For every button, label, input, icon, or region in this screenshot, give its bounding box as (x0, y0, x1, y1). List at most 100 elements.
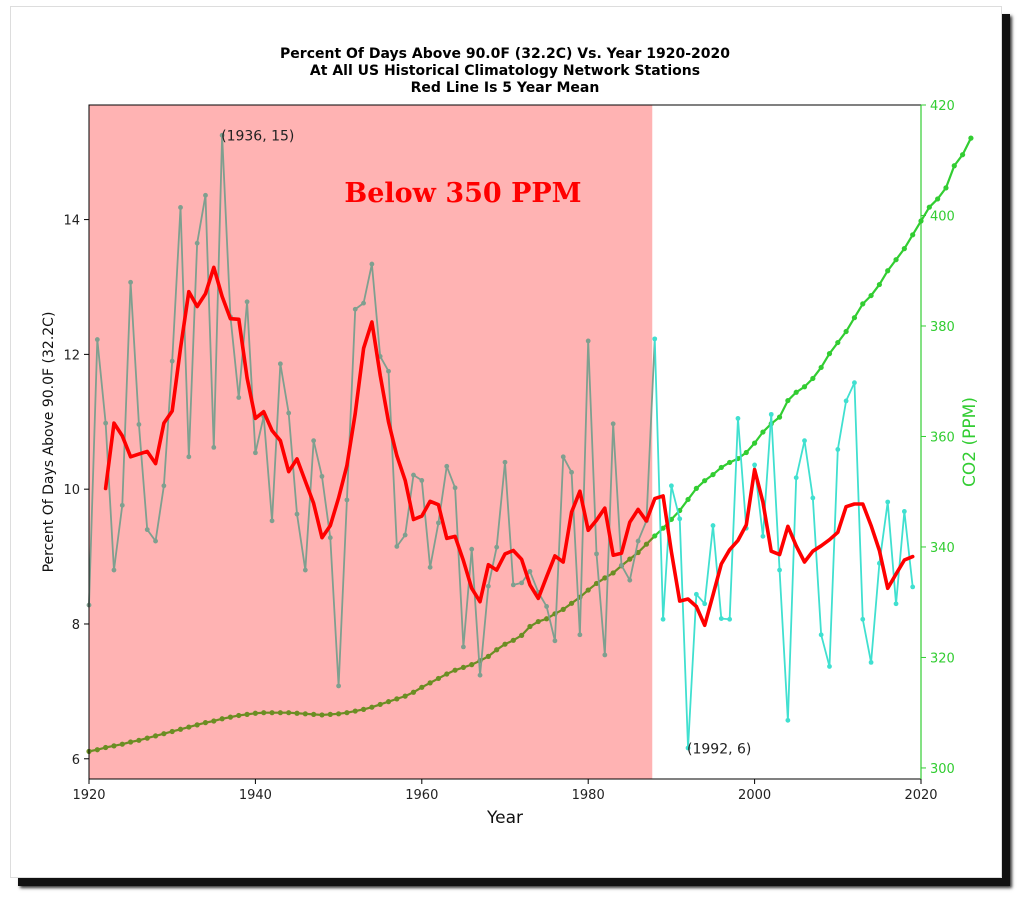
co2-point (885, 268, 891, 274)
percent-segment (645, 337, 656, 522)
percent-point (369, 261, 375, 267)
co2-point (294, 710, 300, 716)
co2-point (876, 281, 883, 288)
percent-segment (104, 422, 115, 571)
percent-point (594, 551, 599, 557)
percent-point (419, 478, 425, 483)
percent-point (660, 616, 666, 622)
co2-point (702, 478, 708, 484)
percent-segment (811, 497, 823, 636)
co2-point (502, 641, 508, 647)
co2-point (352, 708, 358, 714)
percent-segment (370, 263, 382, 358)
co2-point (369, 704, 375, 710)
percent-point (302, 567, 308, 573)
percent-point (818, 632, 824, 638)
right-tick-label: 420 (930, 99, 955, 114)
percent-segment (271, 362, 282, 522)
percent-segment (138, 423, 149, 531)
co2-point (901, 246, 907, 252)
co2-point (394, 696, 400, 702)
percent-point (768, 411, 774, 417)
co2-point (435, 675, 442, 682)
percent-segment (562, 455, 573, 474)
co2-point (311, 711, 317, 717)
co2-point (244, 711, 250, 717)
percent-segment (96, 338, 107, 425)
percent-point (128, 279, 133, 285)
percent-point (502, 459, 508, 465)
percent-point (103, 420, 109, 426)
percent-segment (254, 415, 265, 454)
co2-point (926, 204, 932, 210)
co2-point (460, 664, 466, 671)
percent-segment (820, 633, 831, 668)
co2-point (194, 722, 200, 728)
percent-point (477, 672, 483, 678)
co2-point (277, 710, 283, 716)
percent-segment (346, 308, 357, 501)
right-axis-label: CO2 (PPM) (960, 397, 980, 487)
percent-point (436, 520, 441, 526)
co2-point (410, 689, 417, 695)
percent-segment (246, 300, 257, 454)
co2-point (177, 726, 184, 732)
co2-segment (878, 269, 889, 286)
co2-series (86, 135, 974, 754)
percent-point (352, 306, 358, 312)
left-tick-label: 8 (72, 618, 80, 633)
percent-segment (312, 439, 323, 478)
right-tick-label: 360 (930, 430, 955, 445)
percent-point (469, 546, 475, 552)
co2-segment (944, 164, 956, 189)
co2-point (327, 711, 333, 717)
percent-segment (296, 513, 307, 571)
co2-point (103, 744, 109, 751)
co2-point (843, 328, 849, 335)
percent-segment (886, 501, 897, 605)
co2-point (94, 747, 100, 753)
co2-segment (778, 399, 789, 419)
co2-point (568, 600, 575, 606)
percent-point (327, 535, 333, 541)
percent-segment (171, 206, 182, 363)
percent-point (677, 516, 683, 522)
percent-point (136, 422, 142, 427)
percent-point (427, 564, 433, 570)
percent-point (494, 544, 500, 550)
percent-point (119, 502, 125, 508)
percent-point (178, 205, 183, 210)
percent-segment (420, 479, 432, 569)
co2-point (718, 464, 724, 471)
percent-segment (88, 338, 99, 607)
co2-point (785, 397, 791, 404)
co2-point (851, 315, 858, 321)
percent-point (885, 499, 891, 505)
percent-segment (529, 570, 540, 594)
percent-point (411, 472, 416, 478)
percent-segment (587, 339, 598, 555)
percent-point (710, 523, 716, 528)
percent-point (319, 473, 325, 479)
percent-point (527, 569, 533, 574)
percent-segment (154, 484, 165, 542)
co2-point (868, 292, 874, 299)
percent-point (577, 632, 583, 638)
co2-point (385, 699, 392, 705)
percent-point (444, 463, 450, 469)
percent-segment (454, 486, 465, 648)
percent-point (718, 616, 724, 621)
percent-point (802, 438, 807, 444)
percent-segment (653, 337, 664, 621)
co2-point (835, 339, 841, 346)
percent-segment (570, 471, 581, 636)
co2-point (510, 637, 516, 643)
co2-point (593, 580, 600, 587)
percent-segment (262, 415, 273, 522)
co2-point (186, 724, 192, 730)
percent-point (727, 616, 733, 622)
co2-point (652, 533, 658, 539)
percent-point (269, 518, 275, 524)
mean-line (103, 265, 915, 628)
co2-point (602, 575, 608, 581)
